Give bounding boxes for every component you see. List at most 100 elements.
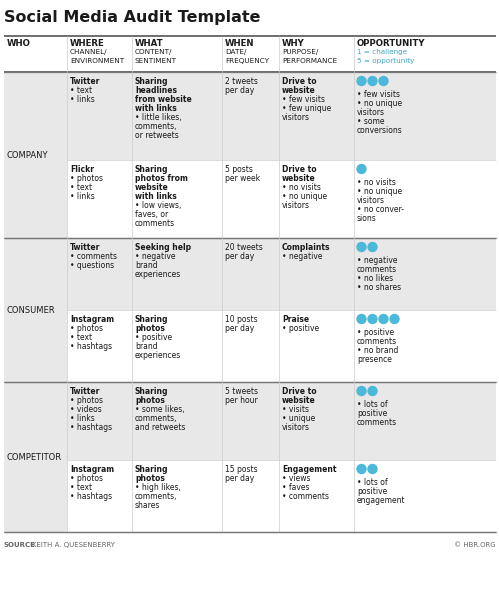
Text: • questions: • questions — [70, 261, 114, 270]
Bar — [279, 72, 354, 160]
Text: WHEN: WHEN — [225, 39, 254, 48]
Text: Engagement: Engagement — [282, 465, 336, 474]
Bar — [0, 36, 499, 72]
Circle shape — [368, 314, 377, 323]
Text: ENVIRONMENT: ENVIRONMENT — [70, 58, 124, 64]
Text: Praise: Praise — [282, 315, 309, 324]
Text: visitors: visitors — [282, 113, 310, 122]
Text: © HBR.ORG: © HBR.ORG — [455, 542, 496, 548]
Text: sions: sions — [357, 214, 377, 223]
Text: 20 tweets: 20 tweets — [225, 243, 263, 252]
Text: CONSUMER: CONSUMER — [7, 306, 55, 315]
Text: Drive to: Drive to — [282, 387, 317, 396]
Circle shape — [379, 76, 388, 85]
Text: • text: • text — [70, 183, 92, 192]
Text: • negative: • negative — [135, 252, 176, 261]
Text: Sharing: Sharing — [135, 387, 169, 396]
Text: headlines: headlines — [135, 86, 177, 95]
Text: • comments: • comments — [70, 252, 117, 261]
Text: • some likes,: • some likes, — [135, 405, 185, 414]
Bar — [354, 460, 496, 532]
Text: • negative: • negative — [282, 252, 322, 261]
Text: 5 posts: 5 posts — [225, 165, 253, 174]
Text: photos: photos — [135, 324, 165, 333]
Bar — [67, 160, 132, 238]
Text: and retweets: and retweets — [135, 423, 185, 432]
Text: • positive: • positive — [357, 328, 394, 337]
Text: • low views,: • low views, — [135, 201, 181, 210]
Text: comments: comments — [357, 418, 397, 427]
Text: Social Media Audit Template: Social Media Audit Template — [4, 10, 260, 25]
Text: • few visits: • few visits — [357, 90, 400, 99]
Text: • text: • text — [70, 333, 92, 342]
Text: • hashtags: • hashtags — [70, 492, 112, 501]
Text: SOURCE: SOURCE — [4, 542, 36, 548]
Bar — [279, 160, 354, 238]
Text: comments: comments — [357, 265, 397, 274]
Bar — [354, 72, 496, 160]
Text: • no conver-: • no conver- — [357, 205, 404, 214]
Text: COMPANY: COMPANY — [7, 151, 48, 160]
Circle shape — [357, 314, 366, 323]
Text: • no visits: • no visits — [282, 183, 321, 192]
Text: experiences: experiences — [135, 351, 181, 360]
Text: per week: per week — [225, 174, 260, 183]
Circle shape — [379, 314, 388, 323]
Text: • unique: • unique — [282, 414, 315, 423]
Bar — [354, 238, 496, 310]
Text: • photos: • photos — [70, 174, 103, 183]
Text: visitors: visitors — [357, 108, 385, 117]
Text: • hashtags: • hashtags — [70, 342, 112, 351]
Bar — [222, 310, 279, 382]
Text: Twitter: Twitter — [70, 387, 100, 396]
Text: website: website — [282, 396, 316, 405]
Bar — [67, 72, 132, 160]
Text: • no likes: • no likes — [357, 274, 393, 283]
Bar — [222, 382, 279, 460]
Bar — [67, 382, 132, 460]
Bar — [222, 72, 279, 160]
Text: per day: per day — [225, 252, 254, 261]
Text: DATE/: DATE/ — [225, 49, 247, 55]
Circle shape — [368, 76, 377, 85]
Text: • some: • some — [357, 117, 385, 126]
Circle shape — [368, 242, 377, 251]
Circle shape — [357, 386, 366, 395]
Text: • positive: • positive — [135, 333, 172, 342]
Text: • visits: • visits — [282, 405, 309, 414]
Text: 15 posts: 15 posts — [225, 465, 257, 474]
Bar — [132, 160, 222, 238]
Text: 10 posts: 10 posts — [225, 315, 257, 324]
Text: comments: comments — [357, 337, 397, 346]
Bar — [279, 238, 354, 310]
Text: • text: • text — [70, 86, 92, 95]
Text: • links: • links — [70, 192, 95, 201]
Text: • links: • links — [70, 414, 95, 423]
Text: positive: positive — [357, 409, 387, 418]
Text: Instagram: Instagram — [70, 465, 114, 474]
Text: Instagram: Instagram — [70, 315, 114, 324]
Bar — [279, 310, 354, 382]
Bar — [132, 72, 222, 160]
Text: or retweets: or retweets — [135, 131, 179, 140]
Text: with links: with links — [135, 192, 177, 201]
Text: brand: brand — [135, 342, 158, 351]
Text: • photos: • photos — [70, 474, 103, 483]
Text: Seeking help: Seeking help — [135, 243, 191, 252]
Text: photos: photos — [135, 396, 165, 405]
Text: • faves: • faves — [282, 483, 309, 492]
Text: website: website — [282, 86, 316, 95]
Text: • lots of: • lots of — [357, 478, 388, 487]
Bar — [222, 238, 279, 310]
Text: CHANNEL/: CHANNEL/ — [70, 49, 108, 55]
Text: CONTENT/: CONTENT/ — [135, 49, 173, 55]
Bar — [354, 382, 496, 460]
Text: photos from: photos from — [135, 174, 188, 183]
Text: comments,: comments, — [135, 414, 178, 423]
Bar — [279, 460, 354, 532]
Text: • no visits: • no visits — [357, 178, 396, 187]
Text: Drive to: Drive to — [282, 77, 317, 86]
Text: 1 = challenge: 1 = challenge — [357, 49, 407, 55]
Text: presence: presence — [357, 355, 392, 364]
Text: Sharing: Sharing — [135, 315, 169, 324]
